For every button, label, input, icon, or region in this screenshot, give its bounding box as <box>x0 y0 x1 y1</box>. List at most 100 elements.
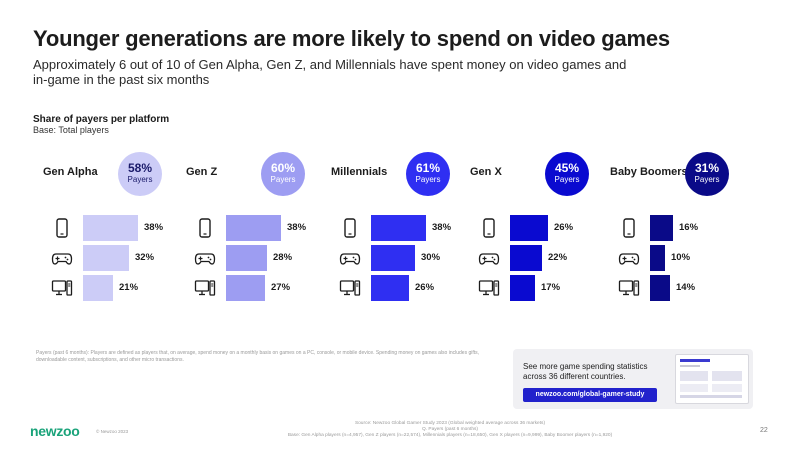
data-label: 16% <box>679 222 699 233</box>
generation-name: Millennials <box>331 166 388 178</box>
payers-label: Payers <box>554 175 580 184</box>
mobile-icon <box>194 217 216 239</box>
mobile-icon <box>478 217 500 239</box>
bar <box>83 245 129 271</box>
page-title: Younger generations are more likely to s… <box>33 26 670 51</box>
pc-icon <box>618 277 640 299</box>
mobile-icon <box>51 217 73 239</box>
copyright: © Newzoo 2023 <box>96 429 129 434</box>
source-line: Source: Newzoo Global Gamer Study 2023 (… <box>354 421 546 426</box>
pc-icon <box>194 277 216 299</box>
bar <box>650 275 670 301</box>
data-label: 26% <box>554 222 574 233</box>
data-label: 27% <box>271 282 291 293</box>
gamepad-icon <box>618 247 640 269</box>
payers-badge: 58% Payers <box>118 152 162 196</box>
mobile-icon <box>618 217 640 239</box>
generation-name: Gen Z <box>186 166 218 178</box>
data-label: 38% <box>287 222 307 233</box>
data-label: 38% <box>432 222 452 233</box>
bar <box>226 275 265 301</box>
payers-label: Payers <box>270 175 296 184</box>
platform-row: 38% <box>321 215 461 241</box>
mobile-icon <box>339 217 361 239</box>
platform-row: 30% <box>321 245 461 271</box>
payers-label: Payers <box>415 175 441 184</box>
payers-badge: 45% Payers <box>545 152 589 196</box>
bar <box>650 215 673 241</box>
data-label: 22% <box>548 252 568 263</box>
report-thumbnail-graphic <box>680 359 742 398</box>
source-line: Base: Gen Alpha players (n=4,957), Gen Z… <box>287 433 613 439</box>
platform-row: 14% <box>600 275 740 301</box>
payers-percentage: 60% <box>270 161 296 175</box>
bar <box>650 245 665 271</box>
platform-row: 22% <box>460 245 600 271</box>
bar <box>226 215 281 241</box>
platform-row: 32% <box>33 245 173 271</box>
payers-percentage: 31% <box>694 161 720 175</box>
payers-label: Payers <box>694 175 720 184</box>
generation-name: Gen Alpha <box>43 166 98 178</box>
bar <box>510 245 542 271</box>
gamepad-icon <box>478 247 500 269</box>
platform-row: 28% <box>176 245 316 271</box>
generation-panel: Gen Alpha 58% Payers 38% 32% 21% <box>33 150 173 310</box>
source-note: Source: Newzoo Global Gamer Study 2023 (… <box>250 421 650 440</box>
generation-name: Gen X <box>470 166 502 178</box>
platform-row: 38% <box>33 215 173 241</box>
chart-base: Base: Total players <box>33 125 109 135</box>
generation-panel: Gen X 45% Payers 26% 22% 17% <box>460 150 600 310</box>
data-label: 32% <box>135 252 155 263</box>
payers-label: Payers <box>127 175 153 184</box>
promo-card: See more game spending statistics across… <box>513 349 753 409</box>
data-label: 17% <box>541 282 561 293</box>
promo-link-button[interactable]: newzoo.com/global-gamer-study <box>523 388 657 402</box>
platform-row: 26% <box>460 215 600 241</box>
promo-text: See more game spending statistics across… <box>523 362 648 381</box>
report-thumbnail <box>675 354 749 404</box>
footnote: Payers (past 6 months): Players are defi… <box>36 350 480 363</box>
data-label: 10% <box>671 252 691 263</box>
payers-badge: 61% Payers <box>406 152 450 196</box>
platform-row: 21% <box>33 275 173 301</box>
platform-row: 10% <box>600 245 740 271</box>
generation-panel: Millennials 61% Payers 38% 30% 26% <box>321 150 461 310</box>
platform-row: 27% <box>176 275 316 301</box>
generation-name: Baby Boomers <box>610 166 688 178</box>
bar <box>371 275 409 301</box>
payers-percentage: 61% <box>415 161 441 175</box>
bar <box>510 215 548 241</box>
platform-row: 26% <box>321 275 461 301</box>
data-label: 28% <box>273 252 293 263</box>
data-label: 38% <box>144 222 164 233</box>
data-label: 30% <box>421 252 441 263</box>
platform-row: 17% <box>460 275 600 301</box>
page-subtitle: Approximately 6 out of 10 of Gen Alpha, … <box>33 57 627 87</box>
bar <box>510 275 535 301</box>
generation-panel: Baby Boomers 31% Payers 16% 10% 14% <box>600 150 740 310</box>
chart-title: Share of payers per platform <box>33 114 170 125</box>
bar <box>83 275 113 301</box>
platform-row: 16% <box>600 215 740 241</box>
data-label: 26% <box>415 282 435 293</box>
generation-panel: Gen Z 60% Payers 38% 28% 27% <box>176 150 316 310</box>
bar <box>83 215 138 241</box>
page-number: 22 <box>760 427 768 434</box>
bar <box>371 215 426 241</box>
bar <box>226 245 267 271</box>
payers-percentage: 45% <box>554 161 580 175</box>
pc-icon <box>478 277 500 299</box>
pc-icon <box>51 277 73 299</box>
gamepad-icon <box>339 247 361 269</box>
data-label: 14% <box>676 282 696 293</box>
platform-row: 38% <box>176 215 316 241</box>
pc-icon <box>339 277 361 299</box>
gamepad-icon <box>194 247 216 269</box>
bar <box>371 245 415 271</box>
payers-percentage: 58% <box>127 161 153 175</box>
payers-badge: 60% Payers <box>261 152 305 196</box>
gamepad-icon <box>51 247 73 269</box>
data-label: 21% <box>119 282 139 293</box>
newzoo-logo: newzoo <box>30 423 80 439</box>
